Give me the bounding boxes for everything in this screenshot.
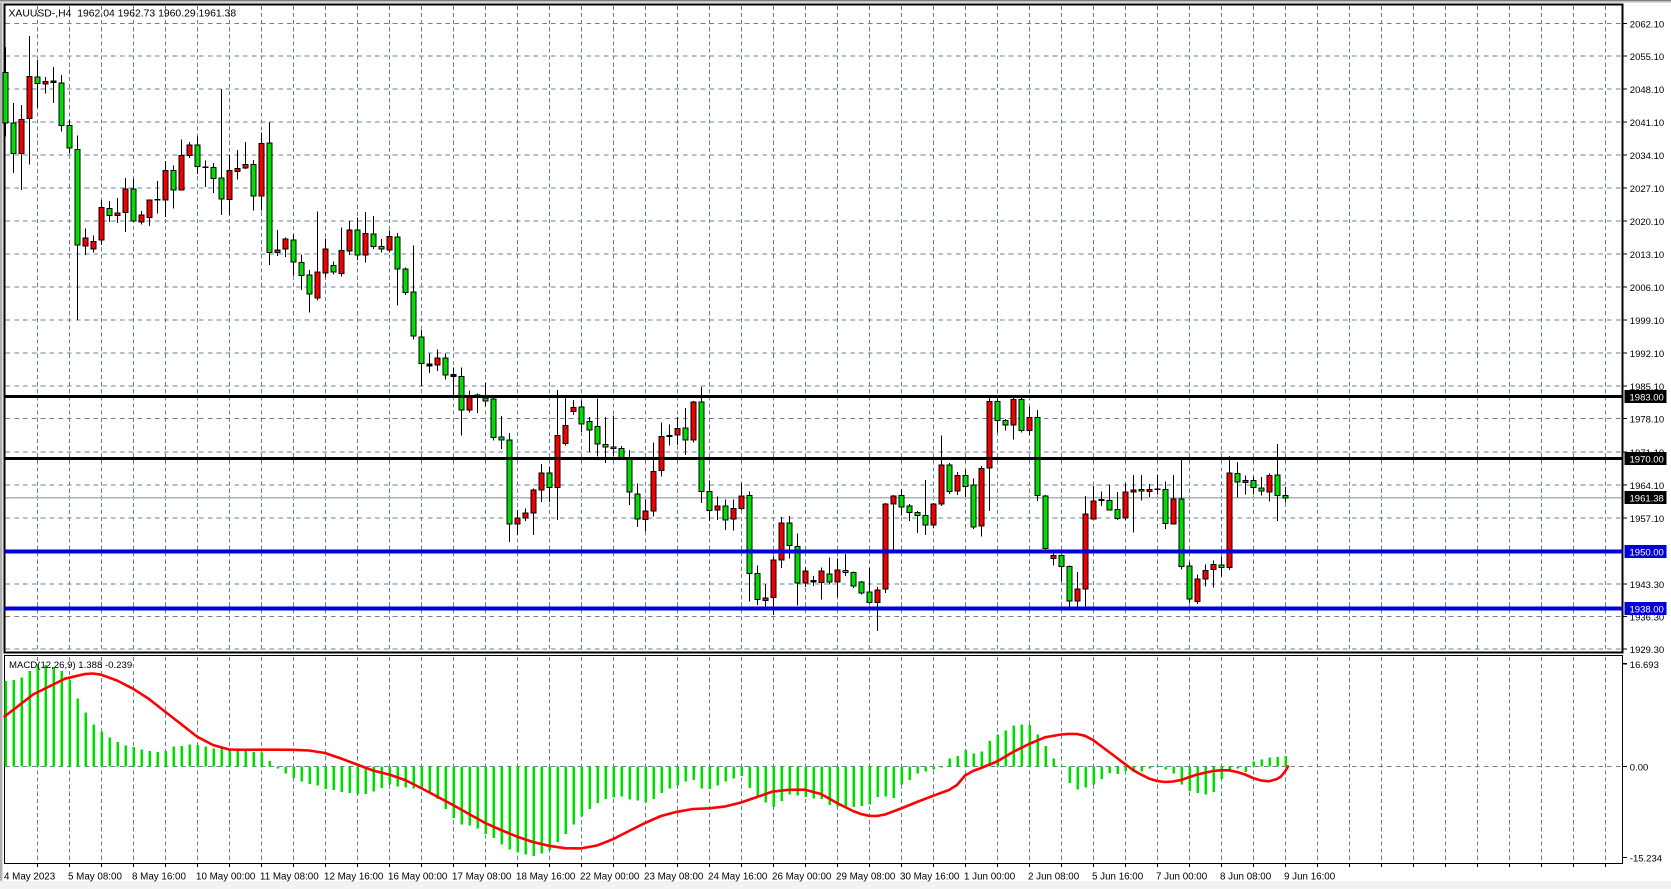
svg-text:1978.10: 1978.10 — [1630, 415, 1664, 426]
svg-text:9 Jun 16:00: 9 Jun 16:00 — [1284, 872, 1336, 883]
svg-text:2020.10: 2020.10 — [1630, 217, 1664, 228]
svg-text:2027.10: 2027.10 — [1630, 184, 1664, 195]
svg-text:26 May 00:00: 26 May 00:00 — [772, 872, 832, 883]
svg-text:7 Jun 00:00: 7 Jun 00:00 — [1156, 872, 1208, 883]
svg-text:1938.00: 1938.00 — [1630, 605, 1664, 616]
svg-text:1936.30: 1936.30 — [1630, 613, 1664, 624]
svg-text:2 Jun 08:00: 2 Jun 08:00 — [1028, 872, 1080, 883]
svg-text:0.00: 0.00 — [1630, 763, 1649, 774]
svg-text:1985.10: 1985.10 — [1630, 382, 1664, 393]
svg-text:16.693: 16.693 — [1630, 660, 1659, 671]
svg-text:1961.38: 1961.38 — [1630, 494, 1664, 505]
svg-text:1970.00: 1970.00 — [1630, 454, 1664, 465]
svg-text:-15.234: -15.234 — [1630, 854, 1662, 865]
svg-text:1943.30: 1943.30 — [1630, 580, 1664, 591]
svg-text:22 May 00:00: 22 May 00:00 — [580, 872, 640, 883]
svg-text:1950.00: 1950.00 — [1630, 548, 1664, 559]
svg-text:1999.10: 1999.10 — [1630, 316, 1664, 327]
svg-text:1957.10: 1957.10 — [1630, 514, 1664, 525]
svg-text:12 May 16:00: 12 May 16:00 — [324, 872, 384, 883]
svg-text:XAUUSD-,H4 1962.04 1962.73 19: XAUUSD-,H4 1962.04 1962.73 1960.29 1961.… — [9, 9, 237, 20]
svg-text:18 May 16:00: 18 May 16:00 — [516, 872, 576, 883]
svg-text:2041.10: 2041.10 — [1630, 118, 1664, 129]
svg-text:8 May 16:00: 8 May 16:00 — [132, 872, 186, 883]
svg-text:1929.30: 1929.30 — [1630, 645, 1664, 656]
svg-text:1 Jun 00:00: 1 Jun 00:00 — [964, 872, 1016, 883]
svg-text:4 May 2023: 4 May 2023 — [4, 872, 56, 883]
svg-text:30 May 16:00: 30 May 16:00 — [900, 872, 960, 883]
svg-text:MACD(12,26,9) 1.388 -0.239: MACD(12,26,9) 1.388 -0.239 — [9, 660, 132, 671]
svg-text:2048.10: 2048.10 — [1630, 85, 1664, 96]
svg-text:1964.10: 1964.10 — [1630, 481, 1664, 492]
svg-text:29 May 08:00: 29 May 08:00 — [836, 872, 896, 883]
svg-text:2013.10: 2013.10 — [1630, 250, 1664, 261]
svg-text:10 May 00:00: 10 May 00:00 — [196, 872, 256, 883]
svg-text:1983.00: 1983.00 — [1630, 392, 1664, 403]
svg-text:5 May 08:00: 5 May 08:00 — [68, 872, 122, 883]
svg-text:2006.10: 2006.10 — [1630, 283, 1664, 294]
svg-text:23 May 08:00: 23 May 08:00 — [644, 872, 704, 883]
svg-text:1992.10: 1992.10 — [1630, 349, 1664, 360]
svg-text:2034.10: 2034.10 — [1630, 151, 1664, 162]
svg-text:2055.10: 2055.10 — [1630, 52, 1664, 63]
svg-text:8 Jun 08:00: 8 Jun 08:00 — [1220, 872, 1272, 883]
svg-text:2062.10: 2062.10 — [1630, 20, 1664, 31]
svg-text:5 Jun 16:00: 5 Jun 16:00 — [1092, 872, 1144, 883]
svg-text:11 May 08:00: 11 May 08:00 — [260, 872, 319, 883]
svg-text:24 May 16:00: 24 May 16:00 — [708, 872, 768, 883]
svg-text:16 May 00:00: 16 May 00:00 — [388, 872, 448, 883]
svg-text:17 May 08:00: 17 May 08:00 — [452, 872, 512, 883]
